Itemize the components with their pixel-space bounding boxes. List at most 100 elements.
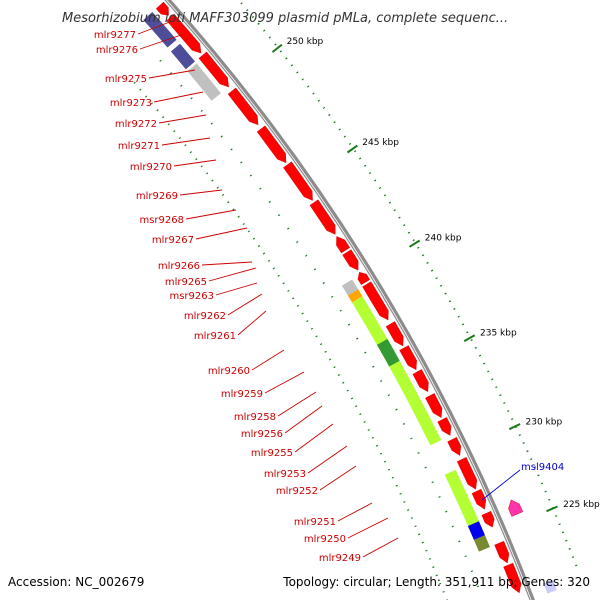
- gene-label-mlr9273[interactable]: mlr9273: [110, 98, 152, 109]
- tick-mark: [407, 509, 410, 511]
- gene-arrow[interactable]: [447, 437, 462, 456]
- gene-label-mlr9266[interactable]: mlr9266: [158, 261, 200, 272]
- label-leader-line: [362, 537, 399, 558]
- scale-label: 230 kbp: [526, 417, 563, 427]
- gene-arrow[interactable]: [503, 562, 522, 594]
- tick-mark: [458, 540, 461, 543]
- gene-label-msr9263[interactable]: msr9263: [169, 291, 214, 302]
- tick-mark: [247, 230, 251, 233]
- gene-arrow-msl9404[interactable]: [508, 499, 524, 517]
- gene-label-msr9268[interactable]: msr9268: [139, 215, 184, 226]
- gene-label-mlr9276[interactable]: mlr9276: [96, 45, 138, 56]
- scale-label: 225 kbp: [563, 500, 600, 510]
- gene-arrow[interactable]: [471, 488, 487, 510]
- gene-arrow[interactable]: [357, 271, 371, 286]
- tick-mark: [414, 525, 417, 528]
- label-leader-line: [227, 293, 263, 316]
- tick-mark: [317, 99, 320, 102]
- tick-mark: [315, 335, 318, 338]
- tick-mark: [259, 187, 262, 190]
- gene-arrow[interactable]: [362, 281, 389, 321]
- tick-mark: [438, 495, 441, 498]
- tick-mark: [507, 410, 510, 413]
- tick-mark: [156, 109, 159, 112]
- label-leader-line: [307, 445, 348, 474]
- tick-mark: [358, 157, 362, 160]
- gene-label-mlr9277[interactable]: mlr9277: [94, 30, 136, 41]
- gene-arrow[interactable]: [437, 417, 452, 436]
- tick-mark: [220, 135, 223, 138]
- gene-label-mlr9272[interactable]: mlr9272: [115, 119, 157, 130]
- scale-major-tick: [463, 334, 476, 342]
- tick-mark: [533, 466, 537, 469]
- label-leader-line: [208, 267, 257, 282]
- tick-mark: [227, 201, 230, 204]
- gene-arrow[interactable]: [425, 393, 443, 418]
- tick-mark: [487, 370, 490, 373]
- gene-arrow[interactable]: [227, 87, 259, 126]
- gene-arrow[interactable]: [494, 540, 510, 564]
- tick-mark: [368, 172, 372, 175]
- gene-arrow[interactable]: [283, 161, 313, 201]
- cog-block: [152, 21, 177, 48]
- gene-label-mlr9267[interactable]: mlr9267: [152, 235, 194, 246]
- gene-label-mlr9255[interactable]: mlr9255: [251, 448, 293, 459]
- gene-label-mlr9250[interactable]: mlr9250: [304, 534, 346, 545]
- gene-label-mlr9258[interactable]: mlr9258: [234, 412, 276, 423]
- gene-label-mlr9265[interactable]: mlr9265: [165, 277, 207, 288]
- gene-arrow[interactable]: [412, 369, 429, 393]
- gene-labels[interactable]: mlr9277 mlr9276 mlr9275 mlr9273 mlr9272 mlr92…: [94, 30, 564, 564]
- tick-mark: [206, 172, 209, 175]
- cog-block: [170, 43, 195, 70]
- tick-mark: [359, 413, 362, 416]
- scale-major-tick: [508, 423, 521, 431]
- gene-label-msl9404[interactable]: msl9404: [521, 462, 564, 473]
- gene-arrow[interactable]: [309, 199, 336, 235]
- scale-label: 240 kbp: [425, 233, 462, 243]
- gene-arrow[interactable]: [256, 125, 287, 164]
- tick-mark: [322, 281, 325, 285]
- gene-label-mlr9251[interactable]: mlr9251: [294, 517, 336, 528]
- gene-label-mlr9275[interactable]: mlr9275: [105, 74, 147, 85]
- gene-label-mlr9262[interactable]: mlr9262: [184, 311, 226, 322]
- gene-label-mlr9253[interactable]: mlr9253: [264, 469, 306, 480]
- label-leader-line: [185, 209, 237, 220]
- gene-label-mlr9259[interactable]: mlr9259: [221, 389, 263, 400]
- gene-arrow[interactable]: [456, 457, 478, 490]
- gene-arrow[interactable]: [198, 51, 229, 88]
- gene-label-mlr9252[interactable]: mlr9252: [276, 486, 318, 497]
- tick-mark: [379, 452, 383, 455]
- gene-arrow[interactable]: [399, 345, 417, 371]
- gene-arrow[interactable]: [385, 321, 404, 347]
- tick-mark: [432, 566, 435, 569]
- gene-arrow[interactable]: [342, 249, 359, 271]
- tick-mark: [372, 365, 375, 368]
- label-leader-line: [337, 502, 373, 522]
- gene-label-mlr9249[interactable]: mlr9249: [319, 553, 361, 564]
- gene-label-mlr9260[interactable]: mlr9260: [208, 366, 250, 377]
- scale-major-tick: [408, 239, 421, 248]
- tick-mark: [451, 525, 454, 528]
- gene-arrow[interactable]: [481, 510, 495, 528]
- tick-mark: [388, 201, 392, 204]
- gene-label-mlr9270[interactable]: mlr9270: [130, 162, 172, 173]
- gene-label-mlr9256[interactable]: mlr9256: [241, 429, 283, 440]
- tick-mark: [324, 350, 327, 353]
- gene-label-mlr9271[interactable]: mlr9271: [118, 141, 160, 152]
- gene-label-mlr9269[interactable]: mlr9269: [136, 191, 178, 202]
- tick-mark: [190, 97, 193, 100]
- tick-mark: [363, 420, 366, 424]
- gene-arrow[interactable]: [155, 1, 169, 16]
- gene-arrow[interactable]: [166, 13, 202, 54]
- gene-label-mlr9261[interactable]: mlr9261: [194, 331, 236, 342]
- tick-mark: [195, 158, 198, 161]
- tick-mark: [282, 282, 285, 285]
- tick-mark: [292, 297, 295, 300]
- gene-arrow[interactable]: [336, 236, 351, 254]
- label-leader-line: [158, 114, 207, 124]
- tick-mark: [364, 351, 367, 354]
- tick-mark: [162, 116, 165, 119]
- label-leader-line: [284, 405, 323, 434]
- scale-label: 235 kbp: [480, 329, 517, 339]
- tick-mark: [375, 444, 379, 447]
